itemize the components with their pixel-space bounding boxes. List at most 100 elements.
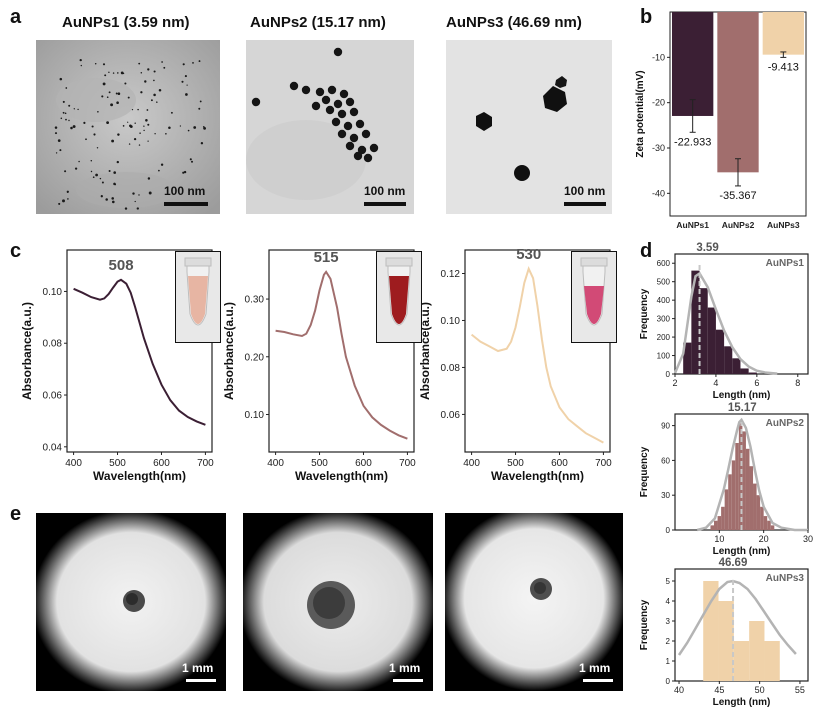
peak-label: 508 — [109, 257, 134, 274]
x-tick-label: 30 — [803, 534, 813, 544]
nanoparticle — [543, 86, 567, 112]
hist-chart-2: 10 20 30 0 30 60 90 15.17 AuNPs2 Length (nm) Frequ… — [639, 402, 813, 557]
dish-scale-bar-3 — [583, 679, 613, 682]
nanoparticle — [115, 92, 118, 95]
x-tick-label: 45 — [714, 685, 724, 695]
tem-title-2: AuNPs2 (15.17 nm) — [250, 14, 386, 31]
histogram-bar — [753, 483, 757, 530]
x-tick-label: 4 — [713, 378, 718, 388]
nanoparticle — [117, 133, 120, 136]
histogram-bar — [731, 460, 736, 530]
tube-inset-1 — [175, 251, 221, 343]
histogram-bar — [724, 489, 729, 530]
tem-image-2-art — [246, 40, 414, 214]
nanoparticle — [514, 165, 530, 181]
y-axis-label: Frequency — [639, 288, 650, 339]
nanoparticle — [311, 101, 321, 111]
nanoparticle — [147, 140, 149, 142]
histogram-bar — [707, 307, 716, 374]
nanoparticle — [203, 127, 206, 130]
tube-picture-2 — [377, 252, 421, 342]
nanoparticle — [160, 163, 164, 166]
nanoparticle — [111, 200, 115, 204]
nanoparticle — [65, 87, 68, 89]
nanoparticle — [134, 200, 136, 203]
nanoparticle — [136, 207, 139, 210]
dish-photo-1: 1 mm — [36, 513, 226, 691]
value-label: -35.367 — [719, 190, 756, 202]
category-label: AuNPs3 — [767, 220, 800, 230]
x-axis-label: Length (nm) — [713, 697, 771, 708]
y-tick-label: 0.04 — [43, 442, 63, 453]
histogram-bar — [742, 431, 746, 530]
nanoparticle — [190, 160, 194, 163]
nanoparticle — [68, 104, 71, 107]
nanoparticle — [58, 202, 61, 205]
nanoparticle — [67, 198, 69, 200]
nanoparticle — [93, 133, 96, 136]
nanoparticle — [327, 85, 337, 95]
x-tick-label: 50 — [755, 685, 765, 695]
nanoparticle — [357, 145, 367, 155]
fit-curve — [677, 579, 797, 656]
histogram-bar — [714, 520, 718, 530]
nanoparticle — [189, 158, 192, 161]
nanoparticle — [74, 167, 78, 170]
dish-photo-3: 1 mm — [445, 513, 623, 691]
nanoparticle — [147, 123, 150, 126]
y-tick-label: 0.10 — [43, 287, 63, 298]
nanoparticle — [132, 192, 135, 195]
nanoparticle — [181, 80, 184, 83]
bar — [762, 12, 804, 55]
histogram-bar — [718, 601, 734, 681]
nanoparticle — [555, 76, 567, 88]
nanoparticle — [143, 125, 145, 127]
tube-inset-3 — [571, 251, 617, 343]
nanoparticle — [182, 171, 185, 174]
legend-label: AuNPs1 — [766, 258, 805, 269]
histogram-bar — [763, 516, 768, 530]
hist-chart-1: 2 4 6 8 0 100 200 300 400 500 600 3.59 AuNPs1 Length … — [639, 242, 809, 401]
histogram-bar — [756, 495, 761, 530]
tem-title-1: AuNPs1 (3.59 nm) — [62, 14, 190, 31]
nanoparticle — [139, 132, 141, 134]
histogram-bar — [740, 368, 749, 374]
category-label: AuNPs2 — [722, 220, 755, 230]
y-tick-label: 0.30 — [245, 295, 265, 306]
histogram-bar — [749, 466, 754, 530]
y-tick-label: 2 — [666, 637, 671, 646]
nanoparticle — [158, 169, 160, 172]
x-tick-label: 400 — [463, 458, 480, 469]
nanoparticle — [343, 121, 353, 131]
y-axis-label: Absorbance(a.u.) — [20, 302, 34, 400]
nanoparticle — [79, 58, 82, 62]
nanoparticle — [333, 47, 343, 57]
x-axis-label: Length (nm) — [713, 546, 771, 557]
nanoparticle — [110, 103, 114, 107]
histogram-bar — [728, 474, 732, 530]
nanoparticle — [105, 198, 108, 201]
histogram-bar — [770, 525, 775, 530]
x-tick-label: 700 — [197, 458, 214, 469]
plot-frame — [464, 249, 611, 453]
nanoparticle — [140, 72, 143, 74]
y-tick-label: 600 — [657, 259, 671, 268]
x-tick-label: 600 — [355, 458, 372, 469]
nanoparticle — [108, 71, 110, 74]
nanoparticle — [131, 108, 134, 111]
nanoparticle — [59, 77, 63, 81]
x-tick-label: 700 — [595, 458, 612, 469]
y-tick-label: 500 — [657, 278, 671, 287]
y-axis-label: Absorbance(a.u.) — [222, 302, 236, 400]
nanoparticle — [127, 96, 130, 99]
nanoparticle — [101, 95, 104, 98]
nanoparticle — [111, 197, 114, 200]
nanoparticle — [133, 137, 137, 141]
nanoparticle — [122, 125, 125, 127]
nanoparticle — [147, 68, 150, 71]
y-tick-label: 0.12 — [441, 269, 461, 280]
y-tick-label: -20 — [652, 98, 665, 108]
panel-letter-d: d — [640, 240, 653, 262]
y-tick-label: 0.20 — [245, 352, 265, 363]
nanoparticle — [476, 112, 492, 131]
